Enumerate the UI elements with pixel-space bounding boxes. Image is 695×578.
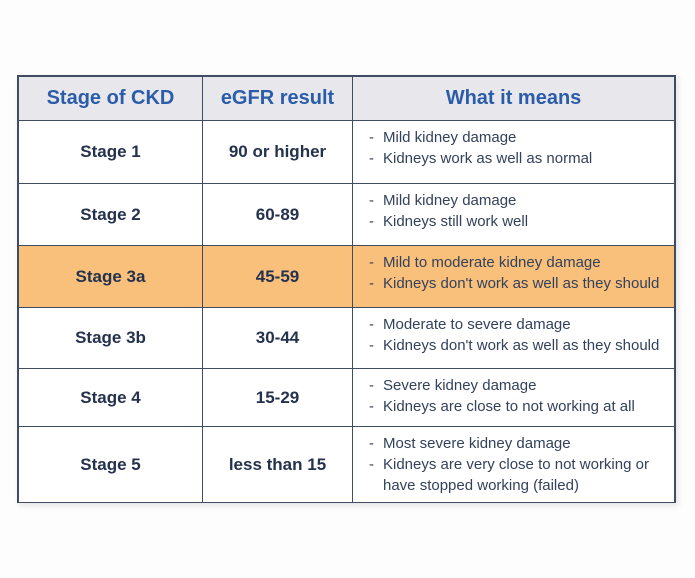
means-bullet: - Severe kidney damage (369, 375, 670, 396)
header-egfr-result: eGFR result (203, 77, 353, 121)
bullet-dash: - (369, 213, 374, 230)
bullet-dash: - (369, 192, 374, 209)
bullet-text: Mild to moderate kidney damage (383, 254, 601, 271)
means-bullet: - Kidneys are very close to not working o… (369, 454, 670, 496)
bullet-dash: - (369, 129, 374, 146)
bullet-text: Kidneys still work well (383, 213, 529, 230)
bullet-text: Kidneys don't work as well as they shoul… (383, 337, 660, 354)
header-stage-of-ckd: Stage of CKD (19, 77, 203, 121)
bullet-dash: - (369, 456, 374, 473)
stage-cell: Stage 3b (19, 308, 203, 369)
table-row: Stage 5 less than 15 - Most severe kidney… (19, 427, 674, 502)
bullet-dash: - (369, 377, 374, 394)
means-cell: - Mild to moderate kidney damage - Kidneys … (353, 246, 674, 308)
means-bullet: - Moderate to severe damage (369, 314, 670, 335)
bullet-dash: - (369, 316, 374, 333)
ckd-stages-table: Stage of CKD eGFR result What it means S… (17, 75, 676, 503)
means-bullet: - Kidneys work as well as normal (369, 148, 670, 169)
bullet-dash: - (369, 254, 374, 271)
means-bullet: - Mild to moderate kidney damage (369, 252, 670, 273)
stage-cell: Stage 5 (19, 427, 203, 502)
header-what-it-means: What it means (353, 77, 674, 121)
table-body: Stage 1 90 or higher - Mild kidney damage… (19, 121, 674, 502)
table-row: Stage 3b 30-44 - Moderate to severe damag… (19, 308, 674, 369)
means-bullet: - Kidneys are close to not working at all (369, 396, 670, 417)
means-bullet: - Most severe kidney damage (369, 433, 670, 454)
bullet-dash: - (369, 150, 374, 167)
means-cell: - Most severe kidney damage - Kidneys are v… (353, 427, 674, 502)
bullet-dash: - (369, 275, 374, 292)
egfr-cell: 30-44 (203, 308, 353, 369)
means-cell: - Severe kidney damage - Kidneys are close … (353, 369, 674, 427)
table-row: Stage 1 90 or higher - Mild kidney damage… (19, 121, 674, 184)
bullet-text: Mild kidney damage (383, 129, 517, 146)
stage-cell: Stage 1 (19, 121, 203, 184)
stage-cell: Stage 4 (19, 369, 203, 427)
bullet-dash: - (369, 398, 374, 415)
table-row: Stage 2 60-89 - Mild kidney damage - Kidney… (19, 184, 674, 246)
bullet-text: Kidneys don't work as well as they shoul… (383, 275, 660, 292)
bullet-text: Severe kidney damage (383, 377, 537, 394)
stage-cell: Stage 2 (19, 184, 203, 246)
bullet-text: Kidneys are close to not working at all (383, 398, 635, 415)
bullet-dash: - (369, 337, 374, 354)
bullet-text: Kidneys work as well as normal (383, 150, 593, 167)
egfr-cell: 45-59 (203, 246, 353, 308)
bullet-text: Most severe kidney damage (383, 435, 571, 452)
means-cell: - Mild kidney damage - Kidneys work as well… (353, 121, 674, 184)
egfr-cell: 60-89 (203, 184, 353, 246)
bullet-text: Mild kidney damage (383, 192, 517, 209)
table-row: Stage 3a 45-59 - Mild to moderate kidney … (19, 246, 674, 308)
bullet-dash: - (369, 435, 374, 452)
egfr-cell: 15-29 (203, 369, 353, 427)
table-row: Stage 4 15-29 - Severe kidney damage - Kidn… (19, 369, 674, 427)
stage-cell: Stage 3a (19, 246, 203, 308)
bullet-text: Kidneys are very close to not working or… (383, 456, 649, 494)
means-bullet: - Kidneys don't work as well as they shou… (369, 335, 670, 356)
egfr-cell: 90 or higher (203, 121, 353, 184)
means-bullet: - Kidneys don't work as well as they shou… (369, 273, 670, 294)
means-bullet: - Kidneys still work well (369, 211, 670, 232)
means-cell: - Moderate to severe damage - Kidneys don't… (353, 308, 674, 369)
egfr-cell: less than 15 (203, 427, 353, 502)
means-bullet: - Mild kidney damage (369, 190, 670, 211)
bullet-text: Moderate to severe damage (383, 316, 571, 333)
means-bullet: - Mild kidney damage (369, 127, 670, 148)
table-header-row: Stage of CKD eGFR result What it means (19, 77, 674, 121)
means-cell: - Mild kidney damage - Kidneys still work w… (353, 184, 674, 246)
